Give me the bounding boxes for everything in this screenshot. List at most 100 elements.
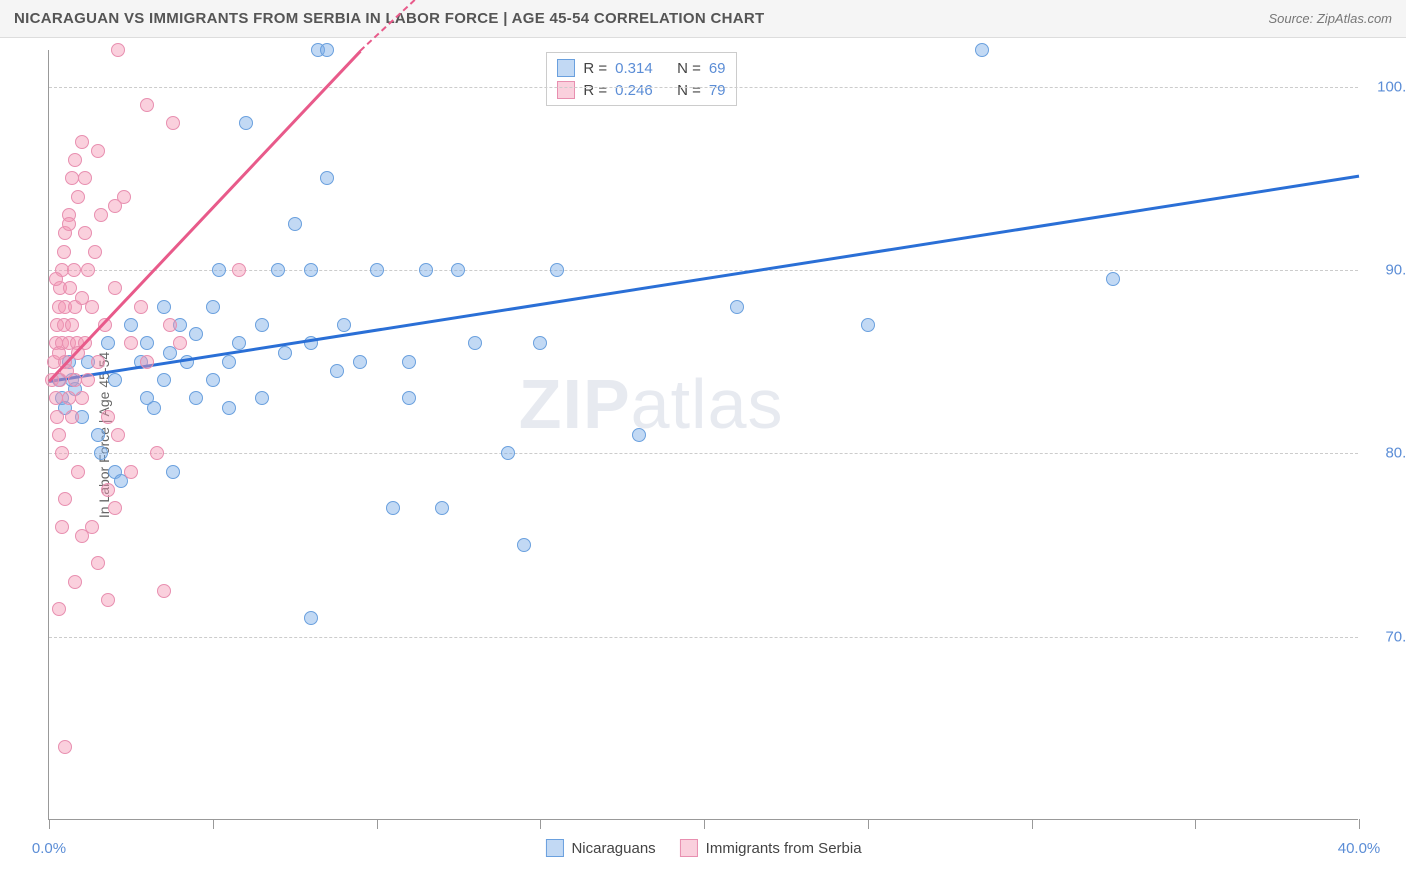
- data-point: [232, 263, 246, 277]
- data-point: [101, 483, 115, 497]
- data-point: [58, 740, 72, 754]
- data-point: [101, 336, 115, 350]
- series-legend: Nicaraguans Immigrants from Serbia: [545, 839, 861, 857]
- data-point: [108, 199, 122, 213]
- data-point: [65, 171, 79, 185]
- data-point: [124, 318, 138, 332]
- data-point: [78, 226, 92, 240]
- data-point: [189, 391, 203, 405]
- source-attribution: Source: ZipAtlas.com: [1268, 11, 1392, 26]
- y-tick-label: 80.0%: [1385, 445, 1406, 462]
- data-point: [57, 245, 71, 259]
- data-point: [58, 492, 72, 506]
- data-point: [75, 391, 89, 405]
- x-tick: [1195, 819, 1196, 829]
- data-point: [71, 190, 85, 204]
- data-point: [157, 300, 171, 314]
- data-point: [108, 373, 122, 387]
- y-tick-label: 70.0%: [1385, 628, 1406, 645]
- data-point: [71, 465, 85, 479]
- data-point: [94, 208, 108, 222]
- data-point: [255, 318, 269, 332]
- x-tick-label: 40.0%: [1338, 840, 1381, 857]
- data-point: [140, 98, 154, 112]
- data-point: [157, 584, 171, 598]
- data-point: [124, 465, 138, 479]
- data-point: [140, 336, 154, 350]
- x-tick: [1359, 819, 1360, 829]
- data-point: [550, 263, 564, 277]
- data-point: [222, 355, 236, 369]
- data-point: [68, 373, 82, 387]
- swatch-nicaraguans: [557, 59, 575, 77]
- data-point: [67, 263, 81, 277]
- correlation-legend: R = 0.314 N = 69 R = 0.246 N = 79: [546, 52, 736, 106]
- data-point: [88, 245, 102, 259]
- data-point: [435, 501, 449, 515]
- data-point: [85, 300, 99, 314]
- data-point: [150, 446, 164, 460]
- data-point: [78, 171, 92, 185]
- data-point: [81, 373, 95, 387]
- data-point: [166, 465, 180, 479]
- y-tick-label: 90.0%: [1385, 262, 1406, 279]
- legend-item-serbia: Immigrants from Serbia: [680, 839, 862, 857]
- data-point: [232, 336, 246, 350]
- data-point: [140, 355, 154, 369]
- x-tick: [868, 819, 869, 829]
- data-point: [206, 373, 220, 387]
- data-point: [62, 391, 76, 405]
- data-point: [212, 263, 226, 277]
- data-point: [134, 300, 148, 314]
- data-point: [94, 446, 108, 460]
- x-tick: [1032, 819, 1033, 829]
- data-point: [50, 410, 64, 424]
- data-point: [206, 300, 220, 314]
- data-point: [173, 336, 187, 350]
- data-point: [353, 355, 367, 369]
- data-point: [330, 364, 344, 378]
- y-tick-label: 100.0%: [1377, 78, 1406, 95]
- data-point: [975, 43, 989, 57]
- data-point: [65, 318, 79, 332]
- data-point: [91, 355, 105, 369]
- data-point: [468, 336, 482, 350]
- data-point: [501, 446, 515, 460]
- data-point: [157, 373, 171, 387]
- data-point: [52, 428, 66, 442]
- data-point: [402, 355, 416, 369]
- data-point: [730, 300, 744, 314]
- data-point: [75, 529, 89, 543]
- x-tick: [377, 819, 378, 829]
- data-point: [255, 391, 269, 405]
- data-point: [304, 263, 318, 277]
- data-point: [163, 318, 177, 332]
- data-point: [189, 327, 203, 341]
- trend-line: [49, 175, 1359, 383]
- data-point: [320, 43, 334, 57]
- scatter-plot-area: In Labor Force | Age 45-54 ZIPatlas R = …: [48, 50, 1358, 820]
- data-point: [62, 217, 76, 231]
- legend-row-serbia: R = 0.246 N = 79: [557, 79, 725, 101]
- data-point: [108, 501, 122, 515]
- legend-row-nicaraguans: R = 0.314 N = 69: [557, 57, 725, 79]
- data-point: [91, 428, 105, 442]
- data-point: [91, 556, 105, 570]
- gridline-h: [49, 87, 1358, 88]
- title-bar: NICARAGUAN VS IMMIGRANTS FROM SERBIA IN …: [0, 0, 1406, 38]
- data-point: [147, 401, 161, 415]
- data-point: [65, 410, 79, 424]
- data-point: [75, 135, 89, 149]
- x-tick: [49, 819, 50, 829]
- data-point: [101, 593, 115, 607]
- data-point: [320, 171, 334, 185]
- data-point: [386, 501, 400, 515]
- data-point: [271, 263, 285, 277]
- legend-item-nicaraguans: Nicaraguans: [545, 839, 655, 857]
- data-point: [108, 281, 122, 295]
- data-point: [451, 263, 465, 277]
- data-point: [632, 428, 646, 442]
- x-tick: [213, 819, 214, 829]
- swatch-serbia: [557, 81, 575, 99]
- gridline-h: [49, 453, 1358, 454]
